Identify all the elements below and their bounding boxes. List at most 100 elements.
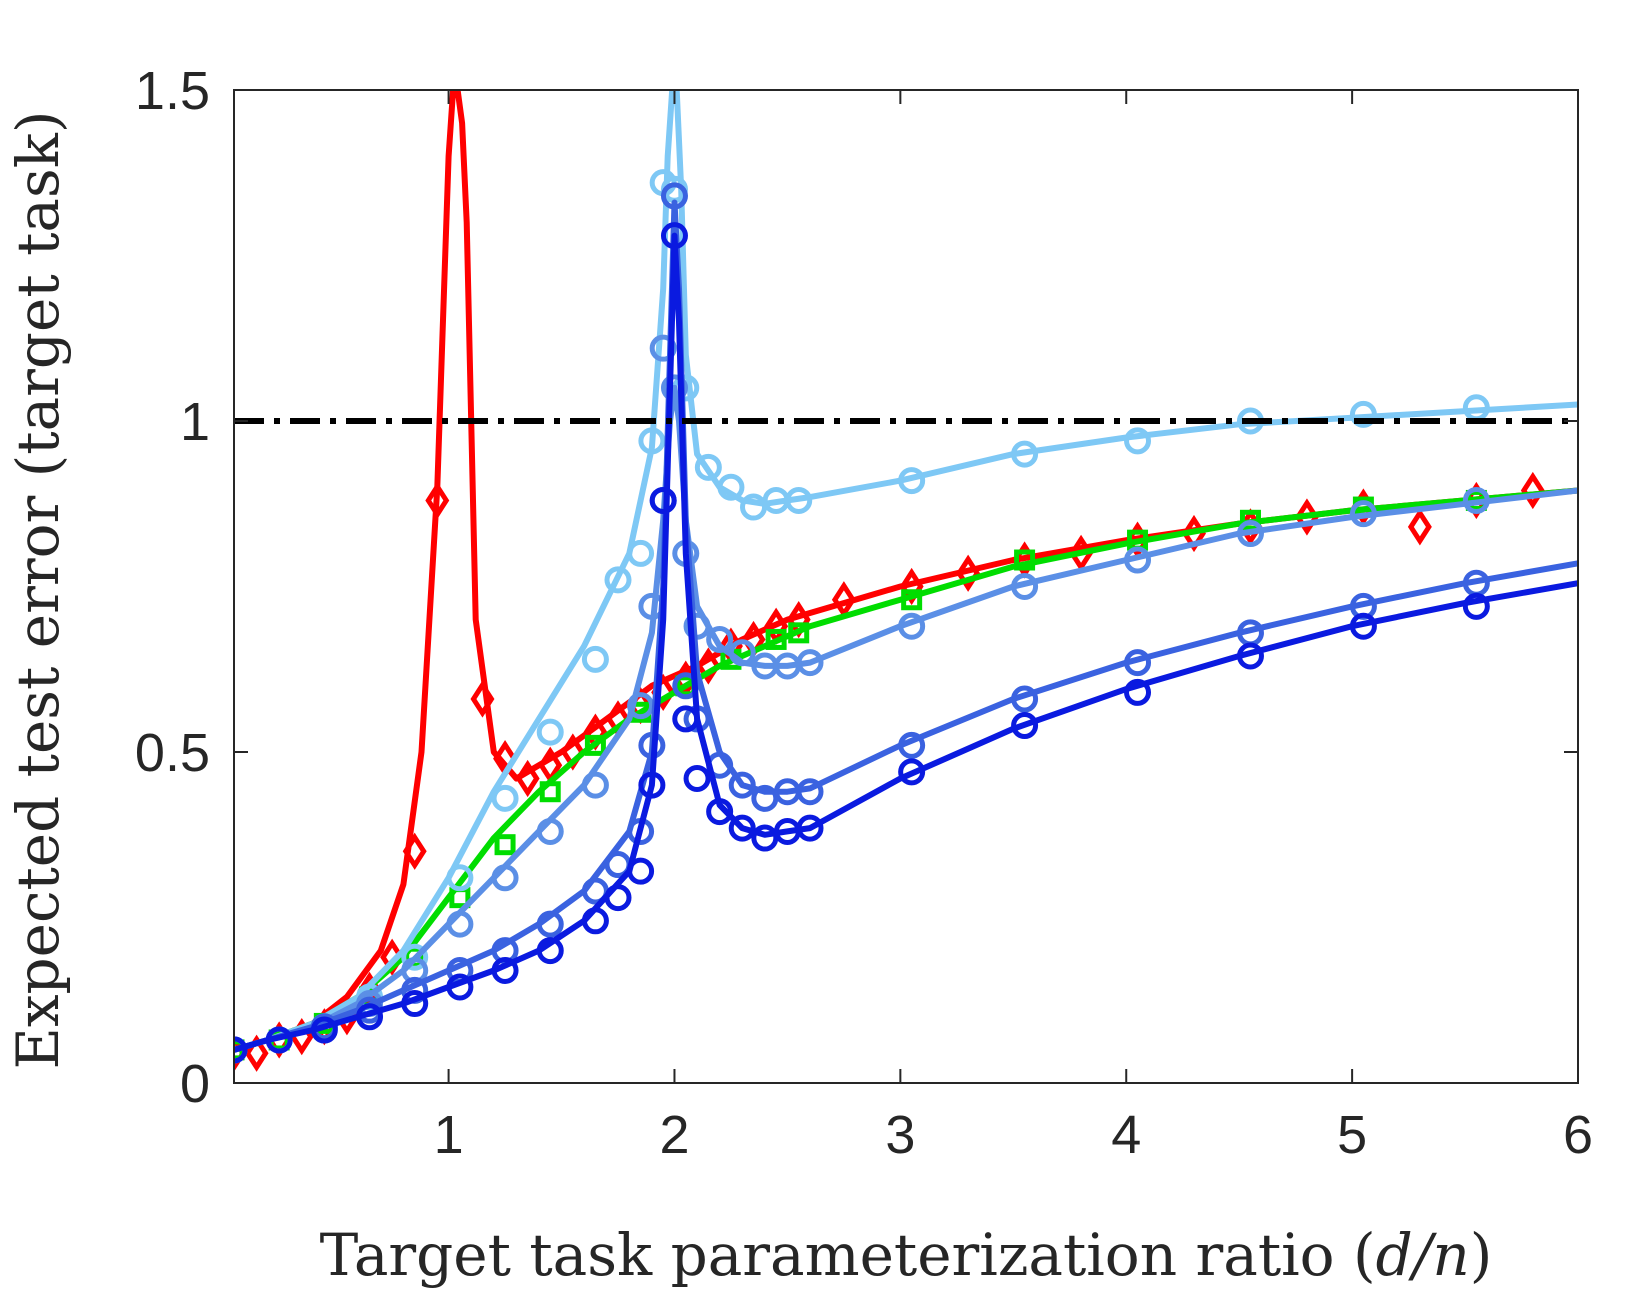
- series-dark-blue-circle: [234, 222, 1578, 1064]
- y-tick-label: 1: [180, 392, 210, 452]
- data-point: [751, 824, 779, 852]
- data-point: [796, 814, 824, 842]
- data-point: [581, 645, 609, 673]
- data-point: [402, 832, 427, 870]
- data-point: [356, 1003, 384, 1031]
- data-point: [1462, 592, 1490, 620]
- data-point: [694, 453, 722, 481]
- data-point: [401, 990, 429, 1018]
- x-tick-label: 4: [1111, 1105, 1141, 1165]
- x-tick-label: 2: [659, 1105, 689, 1165]
- data-point: [1407, 508, 1432, 546]
- data-point: [831, 581, 856, 619]
- x-axis-title-variable: d/n: [1376, 1221, 1470, 1289]
- data-point: [560, 733, 585, 771]
- data-point: [425, 481, 450, 520]
- data-point: [1236, 642, 1264, 670]
- data-point: [796, 649, 824, 677]
- x-axis-title: Target task parameterization ratio (d/n): [320, 1221, 1493, 1289]
- data-point: [956, 554, 981, 592]
- data-point: [765, 628, 787, 650]
- data-point: [672, 705, 700, 733]
- series-line: [234, 90, 1578, 1053]
- data-point: [584, 734, 606, 756]
- data-point: [1236, 520, 1264, 548]
- data-point: [539, 781, 561, 803]
- data-point: [660, 222, 688, 250]
- data-point: [581, 771, 609, 799]
- x-tick-label: 5: [1337, 1105, 1367, 1165]
- data-point: [706, 625, 734, 653]
- data-point: [728, 771, 756, 799]
- data-point: [683, 764, 711, 792]
- data-point: [898, 467, 926, 495]
- data-point: [1239, 509, 1261, 531]
- data-point: [898, 758, 926, 786]
- series-line: [234, 487, 1578, 1053]
- data-point: [310, 1016, 338, 1044]
- data-point: [494, 834, 516, 856]
- data-point: [244, 1034, 269, 1072]
- series-light-blue-circle: [234, 90, 1578, 1064]
- data-point: [1011, 685, 1039, 713]
- series-line: [234, 232, 1578, 1053]
- data-point: [728, 814, 756, 842]
- data-point: [604, 566, 632, 594]
- data-point: [1349, 500, 1377, 528]
- data-point: [1124, 678, 1152, 706]
- data-point: [234, 1036, 248, 1064]
- y-tick-label: 0.5: [135, 723, 210, 783]
- data-point: [604, 884, 632, 912]
- data-point: [446, 910, 474, 938]
- x-tick-label: 1: [434, 1105, 464, 1165]
- y-tick-label: 0: [180, 1054, 210, 1114]
- data-point: [638, 771, 666, 799]
- data-point: [515, 759, 540, 798]
- data-point: [491, 864, 519, 892]
- data-point: [1011, 712, 1039, 740]
- data-point: [899, 567, 924, 606]
- data-point: [1011, 573, 1039, 600]
- data-point: [717, 473, 745, 501]
- data-point: [788, 622, 810, 644]
- data-point: [536, 910, 564, 938]
- data-point: [638, 427, 666, 455]
- series-line: [234, 90, 1578, 1053]
- y-tick-label: 1.5: [135, 61, 210, 121]
- data-point: [649, 334, 677, 362]
- x-tick-label: 3: [885, 1105, 915, 1165]
- data-point: [1124, 427, 1152, 455]
- data-point: [706, 798, 734, 826]
- data-point: [1349, 612, 1377, 640]
- data-point: [491, 956, 519, 984]
- data-point: [660, 374, 688, 402]
- plot-series: [234, 90, 1578, 1072]
- data-point: [898, 612, 926, 640]
- plot-frame: [233, 89, 1579, 1084]
- data-point: [660, 182, 688, 210]
- data-point: [536, 817, 564, 845]
- data-point: [728, 639, 756, 667]
- data-point: [901, 589, 923, 611]
- data-point: [1011, 440, 1039, 468]
- data-point: [785, 486, 813, 514]
- data-point: [1462, 486, 1490, 514]
- data-point: [1124, 649, 1152, 677]
- data-point: [265, 1026, 293, 1054]
- data-point: [696, 647, 721, 685]
- data-point: [1349, 400, 1377, 428]
- data-point: [491, 784, 519, 812]
- axis-ticks: 1 2 3 4 5 6 0 0.5 1 1.5: [135, 61, 1593, 1165]
- data-point: [627, 539, 655, 567]
- data-point: [1520, 471, 1545, 510]
- data-point: [404, 946, 426, 968]
- data-point: [446, 973, 474, 1001]
- data-point: [446, 864, 474, 892]
- data-point: [796, 778, 824, 806]
- y-axis-title: Expected test error (target task): [4, 110, 72, 1069]
- x-axis-title-text: Target task parameterization ratio (: [320, 1221, 1376, 1289]
- data-point: [649, 486, 677, 514]
- data-point: [536, 937, 564, 965]
- data-point: [627, 857, 655, 885]
- data-point: [536, 718, 564, 746]
